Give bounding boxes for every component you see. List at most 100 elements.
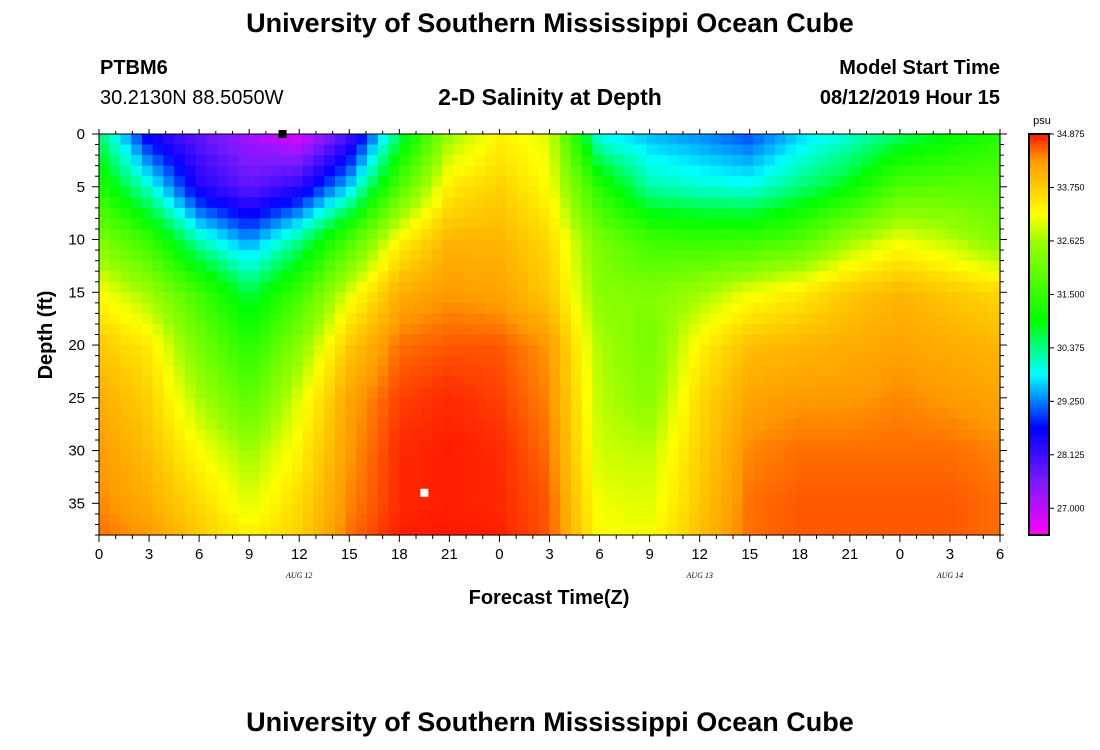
heatmap-cell <box>259 429 272 441</box>
heatmap-cell <box>452 334 465 346</box>
heatmap-cell <box>753 376 765 388</box>
heatmap-cell <box>806 387 819 399</box>
heatmap-cell <box>517 408 529 420</box>
heatmap-cell <box>764 271 776 283</box>
heatmap-cell <box>882 323 894 336</box>
heatmap-cell <box>796 503 808 515</box>
heatmap-cell <box>410 165 422 177</box>
heatmap-cell <box>506 397 518 409</box>
heatmap-cell <box>377 134 390 146</box>
heatmap-cell <box>581 239 594 251</box>
heatmap-cell <box>195 492 207 504</box>
heatmap-cell <box>592 281 604 293</box>
heatmap-cell <box>903 239 915 251</box>
heatmap-cell <box>174 418 186 431</box>
heatmap-cell <box>656 292 669 304</box>
heatmap-cell <box>152 334 164 346</box>
heatmap-cell <box>957 292 969 304</box>
heatmap-cell <box>796 355 808 367</box>
heatmap-cell <box>206 239 218 251</box>
heatmap-cell <box>560 418 572 431</box>
heatmap-cell <box>721 271 733 283</box>
heatmap-cell <box>517 461 529 473</box>
heatmap-cell <box>99 471 111 483</box>
heatmap-cell <box>206 387 218 399</box>
heatmap-cell <box>528 281 540 293</box>
heatmap-cell <box>356 218 368 230</box>
heatmap-cell <box>753 281 765 293</box>
heatmap-cell <box>817 176 829 188</box>
heatmap-cell <box>892 461 905 473</box>
heatmap-cell <box>570 503 583 515</box>
heatmap-cell <box>184 250 197 262</box>
heatmap-cell <box>410 207 422 220</box>
heatmap-cell <box>688 387 701 399</box>
heatmap-cell <box>163 513 175 526</box>
heatmap-cell <box>517 176 529 188</box>
heatmap-cell <box>474 155 486 167</box>
heatmap-cell <box>817 228 829 241</box>
heatmap-cell <box>292 440 304 452</box>
heatmap-cell <box>592 345 604 357</box>
heatmap-cell <box>549 207 561 220</box>
heatmap-cell <box>377 334 390 346</box>
heatmap-cell <box>528 387 540 399</box>
heatmap-cell <box>313 134 325 146</box>
heatmap-cell <box>849 134 862 146</box>
heatmap-cell <box>935 397 947 409</box>
heatmap-cell <box>967 176 980 188</box>
heatmap-cell <box>892 228 905 241</box>
heatmap-cell <box>624 239 636 251</box>
heatmap-cell <box>957 366 969 378</box>
heatmap-cell <box>377 387 390 399</box>
heatmap-cell <box>560 334 572 346</box>
heatmap-cell <box>463 471 476 483</box>
heatmap-cell <box>656 429 669 441</box>
heatmap-cell <box>163 218 175 230</box>
heatmap-cell <box>334 218 347 230</box>
heatmap-cell <box>281 418 293 431</box>
heatmap-cell <box>495 134 508 146</box>
heatmap-cell <box>688 503 701 515</box>
heatmap-cell <box>817 492 829 504</box>
heatmap-cell <box>935 429 947 441</box>
heatmap-cell <box>474 366 486 378</box>
heatmap-cell <box>506 482 518 494</box>
heatmap-cell <box>474 334 486 346</box>
heatmap-cell <box>731 302 744 314</box>
colorbar-unit: psu <box>1033 115 1051 127</box>
heatmap-cell <box>206 176 218 188</box>
heatmap-cell <box>688 165 701 177</box>
heatmap-cell <box>699 302 711 314</box>
heatmap-cell <box>485 524 497 536</box>
heatmap-cell <box>871 482 883 494</box>
heatmap-cell <box>603 418 615 431</box>
heatmap-cell <box>710 155 722 167</box>
heatmap-cell <box>334 461 347 473</box>
heatmap-cell <box>184 345 197 357</box>
heatmap-cell <box>109 334 122 346</box>
heatmap-cell <box>281 524 293 536</box>
heatmap-cell <box>388 418 400 431</box>
colorbar-tick-label: 34.875 <box>1057 129 1085 139</box>
x-tick-label: 21 <box>441 546 458 563</box>
heatmap-cell <box>99 144 111 156</box>
heatmap-cell <box>367 450 379 462</box>
heatmap-cell <box>592 482 604 494</box>
heatmap-cell <box>506 207 518 220</box>
heatmap-cell <box>624 271 636 283</box>
heatmap-cell <box>646 440 658 452</box>
heatmap-cell <box>431 440 443 452</box>
heatmap-cell <box>978 471 990 483</box>
heatmap-cell <box>710 450 722 462</box>
heatmap-cell <box>871 271 883 283</box>
heatmap-cell <box>678 176 690 188</box>
heatmap-cell <box>967 408 980 420</box>
heatmap-cell <box>592 302 604 314</box>
heatmap-cell <box>206 323 218 336</box>
heatmap-cell <box>989 345 1001 357</box>
heatmap-cell <box>195 155 207 167</box>
heatmap-cell <box>721 165 733 177</box>
heatmap-cell <box>120 334 132 346</box>
heatmap-cell <box>281 387 293 399</box>
